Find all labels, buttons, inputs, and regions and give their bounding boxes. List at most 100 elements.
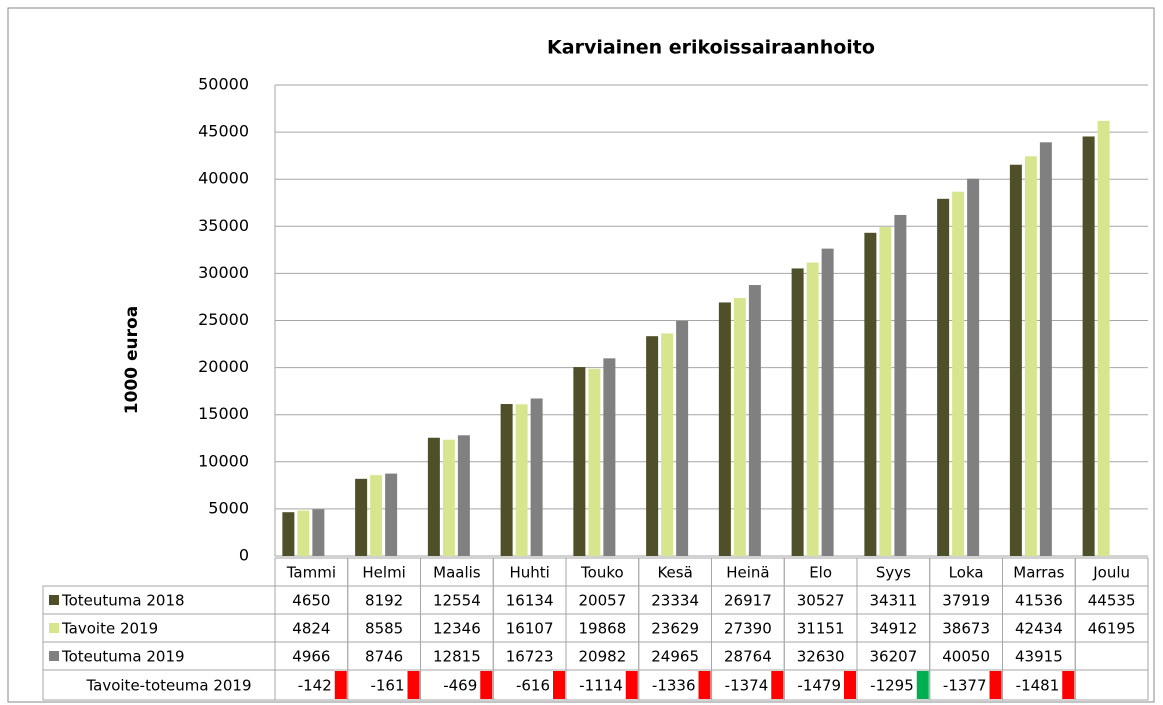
bar [748, 285, 761, 556]
bar [646, 336, 659, 556]
table-value: 8192 [365, 592, 403, 610]
table-value: 30527 [797, 592, 845, 610]
y-tick-label: 40000 [198, 169, 249, 188]
x-tick-label: Marras [1013, 564, 1064, 582]
bar [573, 367, 586, 556]
table-value: 44535 [1088, 592, 1136, 610]
status-indicator [553, 671, 565, 699]
status-indicator [916, 671, 929, 699]
x-tick-label: Helmi [362, 564, 405, 582]
x-tick-label: Tammi [286, 564, 336, 582]
bar [821, 248, 834, 556]
difference-value: -161 [370, 677, 404, 695]
table-value: 34912 [870, 620, 918, 638]
difference-value: -1377 [943, 677, 987, 695]
status-indicator [771, 671, 784, 699]
y-tick-label: 0 [239, 546, 249, 565]
x-tick-label: Touko [580, 564, 624, 582]
difference-value: -1481 [1016, 677, 1060, 695]
status-indicator [480, 671, 493, 699]
chart-title: Karviainen erikoissairaanhoito [547, 37, 875, 59]
table-value: 38673 [942, 620, 990, 638]
status-indicator [844, 671, 856, 699]
y-axis-label: 1000 euroa [122, 306, 142, 414]
status-indicator [989, 671, 1002, 699]
bar [1039, 142, 1052, 557]
y-tick-label: 25000 [198, 310, 249, 329]
x-tick-label: Elo [809, 564, 832, 582]
legend-label: Tavoite 2019 [61, 620, 158, 638]
bar [1082, 136, 1095, 557]
table-value: 20982 [579, 648, 627, 666]
difference-value: -469 [443, 677, 477, 695]
legend-swatch [49, 651, 59, 661]
table-value: 27390 [724, 620, 772, 638]
table-value: 42434 [1015, 620, 1063, 638]
legend-swatch [49, 595, 59, 605]
table-value: 36207 [870, 648, 918, 666]
table-value: 43915 [1015, 648, 1063, 666]
bar [297, 510, 310, 556]
difference-label: Tavoite-toteuma 2019 [85, 677, 251, 695]
table-value: 28764 [724, 648, 772, 666]
x-tick-label: Kesä [657, 564, 692, 582]
x-tick-label: Heinä [726, 564, 769, 582]
status-indicator [1062, 671, 1075, 699]
legend-label: Toteutuma 2018 [61, 592, 185, 610]
y-tick-label: 10000 [198, 451, 249, 470]
y-tick-label: 30000 [198, 263, 249, 282]
chart-frame [7, 7, 1155, 703]
table-value: 16107 [506, 620, 554, 638]
x-tick-label: Huhti [509, 564, 549, 582]
bar [1024, 156, 1037, 556]
bar [500, 404, 513, 556]
table-value: 26917 [724, 592, 772, 610]
table-value: 16723 [506, 648, 554, 666]
bar [791, 268, 804, 556]
table-value: 40050 [942, 648, 990, 666]
x-tick-label: Syys [876, 564, 911, 582]
table-value: 37919 [942, 592, 990, 610]
bar [879, 227, 892, 556]
status-indicator [625, 671, 638, 699]
x-tick-label: Loka [949, 564, 984, 582]
table-value: 34311 [870, 592, 918, 610]
bar [937, 198, 950, 556]
bar [967, 178, 980, 556]
table-value: 12815 [433, 648, 481, 666]
bar [952, 191, 965, 557]
table-value: 24965 [651, 648, 699, 666]
x-tick-label: Joulu [1092, 564, 1130, 582]
table-value: 23629 [651, 620, 699, 638]
table-value: 23334 [651, 592, 699, 610]
bar [603, 358, 616, 556]
bar [733, 297, 746, 556]
table-value: 31151 [797, 620, 845, 638]
y-tick-label: 20000 [198, 357, 249, 376]
bar [530, 398, 543, 556]
difference-value: -616 [516, 677, 550, 695]
bar [442, 439, 455, 556]
status-indicator [407, 671, 420, 699]
bar [676, 320, 689, 556]
table-cell [1074, 669, 1149, 701]
table-value: 20057 [579, 592, 627, 610]
difference-value: -1479 [797, 677, 841, 695]
table-value: 46195 [1088, 620, 1136, 638]
table-value: 32630 [797, 648, 845, 666]
y-tick-label: 50000 [198, 75, 249, 94]
y-tick-label: 15000 [198, 404, 249, 423]
bar [282, 512, 295, 556]
difference-value: -142 [298, 677, 332, 695]
bar [806, 262, 819, 556]
bar [385, 473, 398, 556]
y-tick-label: 35000 [198, 216, 249, 235]
difference-value: -1374 [725, 677, 769, 695]
status-indicator [334, 671, 347, 699]
difference-value: -1336 [652, 677, 696, 695]
bar [427, 437, 440, 556]
bar [864, 232, 877, 556]
bar [355, 478, 368, 556]
